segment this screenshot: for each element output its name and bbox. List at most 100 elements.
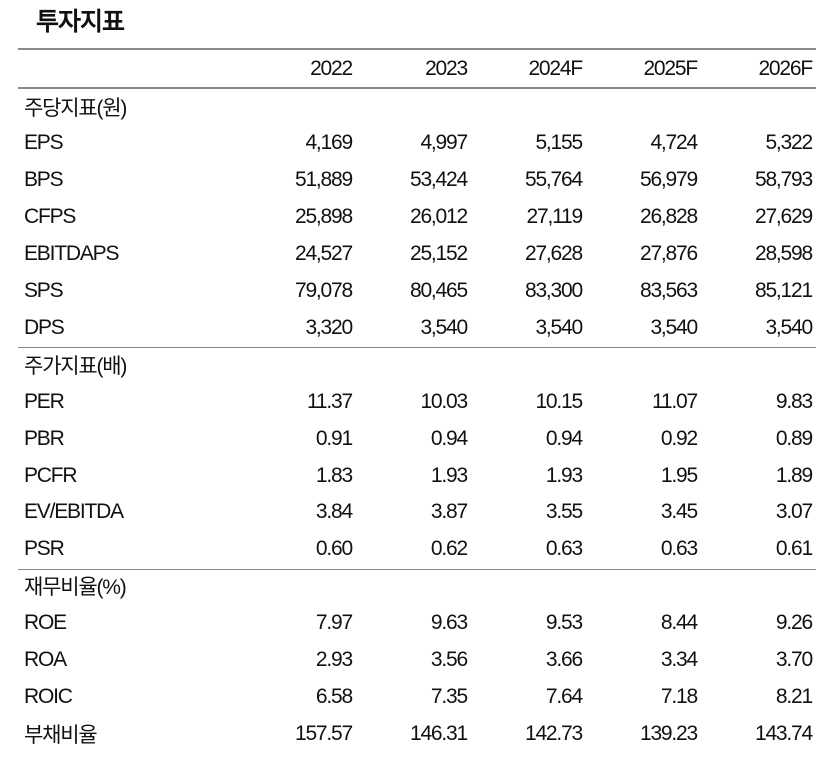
section-title: 주당지표(원) <box>24 96 127 120</box>
table-cell: 5,155 <box>535 131 583 155</box>
table-cell: 3.07 <box>775 500 813 524</box>
section-header: 재무비율(%) <box>18 568 812 605</box>
table-cell: 58,793 <box>754 168 813 192</box>
table-cell: 7.18 <box>660 684 698 708</box>
table-cell: 3.70 <box>775 648 813 671</box>
table-cell: 7.35 <box>430 684 468 708</box>
table-row: EV/EBITDA 3.84 3.87 3.55 3.45 3.07 <box>18 494 813 531</box>
table-cell: 56,979 <box>639 168 698 192</box>
table-cell: 0.60 <box>315 537 353 561</box>
table-row: SPS 79,078 80,465 83,300 83,563 85,121 <box>18 273 813 310</box>
table-cell: 0.92 <box>660 426 698 450</box>
table-cell: 10.03 <box>420 389 468 413</box>
row-label: ROA <box>24 648 67 671</box>
table-cell: 0.89 <box>775 426 813 450</box>
table-cell: 80,465 <box>409 279 468 302</box>
table-cell: 0.94 <box>430 426 468 450</box>
table-row: PER 11.37 10.03 10.15 11.07 9.83 <box>18 383 813 420</box>
section-title: 주가지표(배) <box>24 354 127 378</box>
table-row: BPS 51,889 53,424 55,764 56,979 58,793 <box>18 162 813 199</box>
table-cell: 139.23 <box>639 721 698 745</box>
table-cell: 55,764 <box>524 168 583 192</box>
table-cell: 7.97 <box>315 611 353 635</box>
table-cell: 143.74 <box>754 721 813 745</box>
row-label: ROIC <box>24 684 73 708</box>
row-label: CFPS <box>24 205 76 229</box>
table-cell: 3,540 <box>765 315 813 339</box>
column-header: 2023 <box>425 56 468 80</box>
column-header: 2026F <box>758 56 813 80</box>
row-label: DPS <box>24 315 65 339</box>
table-cell: 157.57 <box>294 721 353 745</box>
row-label: PCFR <box>24 463 78 487</box>
table-cell: 142.73 <box>524 721 583 745</box>
table-cell: 0.61 <box>775 537 813 561</box>
table-cell: 79,078 <box>294 279 353 302</box>
table-cell: 0.94 <box>545 426 583 450</box>
table-cell: 9.63 <box>430 611 468 635</box>
table-cell: 51,889 <box>294 168 353 192</box>
table-cell: 7.64 <box>545 684 583 708</box>
row-label: 부채비율 <box>24 723 98 747</box>
table-cell: 0.63 <box>660 537 698 561</box>
table-cell: 3,540 <box>650 315 698 339</box>
table-cell: 83,563 <box>639 279 698 302</box>
table-row: ROE 7.97 9.63 9.53 8.44 9.26 <box>18 605 813 642</box>
table-cell: 4,169 <box>305 131 353 155</box>
table-cell: 0.91 <box>315 426 353 450</box>
table-cell: 27,628 <box>524 242 583 266</box>
table-cell: 1.93 <box>545 463 583 487</box>
table-cell: 24,527 <box>294 242 353 266</box>
table-cell: 9.53 <box>545 611 583 635</box>
row-label: SPS <box>24 279 64 302</box>
row-label: EPS <box>24 131 64 155</box>
table-row: ROIC 6.58 7.35 7.64 7.18 8.21 <box>18 678 813 715</box>
table-row: PBR 0.91 0.94 0.94 0.92 0.89 <box>18 420 813 457</box>
table-cell: 3.34 <box>660 648 698 671</box>
table-cell: 5,322 <box>765 131 813 155</box>
table-cell: 3,540 <box>420 315 468 339</box>
column-header: 2024F <box>528 56 583 80</box>
table-cell: 8.21 <box>775 684 813 708</box>
table-cell: 8.44 <box>660 611 698 635</box>
table-cell: 11.07 <box>652 389 698 413</box>
table-cell: 10.15 <box>535 389 583 413</box>
table-row: PSR 0.60 0.62 0.63 0.63 0.61 <box>18 531 813 568</box>
table-cell: 3.87 <box>430 500 468 524</box>
section-rule <box>18 347 816 349</box>
section-title: 재무비율(%) <box>24 576 127 600</box>
section-header: 주당지표(원) <box>18 88 812 125</box>
row-label: ROE <box>24 611 67 635</box>
table-cell: 1.83 <box>315 463 353 487</box>
row-label: BPS <box>24 168 64 192</box>
table-cell: 25,898 <box>294 205 353 229</box>
table-row: CFPS 25,898 26,012 27,119 26,828 27,629 <box>18 199 813 236</box>
column-header: 2022 <box>310 56 353 80</box>
table-cell: 53,424 <box>409 168 468 192</box>
table-cell: 1.93 <box>430 463 468 487</box>
table-row: 부채비율 157.57 146.31 142.73 139.23 143.74 <box>18 715 813 752</box>
table-cell: 85,121 <box>754 279 813 302</box>
table-cell: 26,012 <box>409 205 468 229</box>
row-label: PBR <box>24 426 65 450</box>
header-row: 2022 2023 2024F 2025F 2026F <box>18 50 813 87</box>
table-cell: 2.93 <box>315 648 353 671</box>
row-label: PER <box>24 389 65 413</box>
table-cell: 3.55 <box>545 500 583 524</box>
header-rule <box>18 87 816 89</box>
table-cell: 4,724 <box>650 131 698 155</box>
row-label: PSR <box>24 537 65 561</box>
section-header: 주가지표(배) <box>18 346 812 383</box>
table-cell: 6.58 <box>315 684 353 708</box>
row-label: EV/EBITDA <box>24 500 124 524</box>
table-cell: 4,997 <box>420 131 468 155</box>
table-row: EPS 4,169 4,997 5,155 4,724 5,322 <box>18 125 813 162</box>
table-row: PCFR 1.83 1.93 1.93 1.95 1.89 <box>18 457 813 494</box>
top-rule <box>18 48 816 50</box>
table-cell: 0.63 <box>545 537 583 561</box>
table-cell: 3,320 <box>305 315 353 339</box>
table-cell: 3.56 <box>430 648 468 671</box>
table-cell: 9.26 <box>775 611 813 635</box>
table-cell: 3,540 <box>535 315 583 339</box>
table-cell: 83,300 <box>524 279 583 302</box>
